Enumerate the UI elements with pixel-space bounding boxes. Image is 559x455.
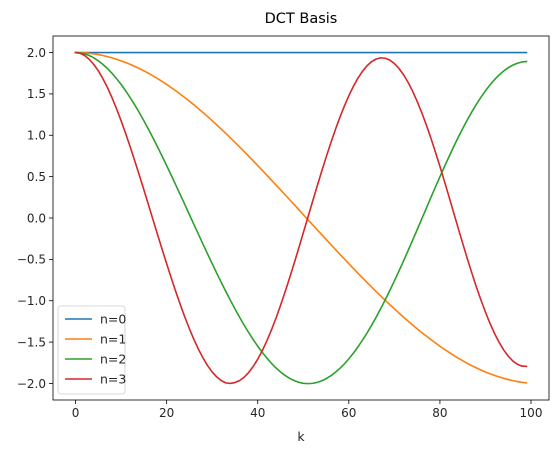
- x-tick-label: 0: [72, 406, 80, 420]
- y-tick-label: −1.5: [17, 335, 46, 349]
- x-tick-label: 20: [159, 406, 174, 420]
- x-tick-label: 40: [250, 406, 265, 420]
- x-tick-label: 100: [520, 406, 543, 420]
- y-tick-label: −2.0: [17, 377, 46, 391]
- legend-label: n=2: [100, 352, 126, 367]
- y-tick-label: 1.5: [27, 87, 46, 101]
- legend-label: n=0: [100, 312, 126, 327]
- chart-title: DCT Basis: [265, 11, 338, 27]
- x-tick-label: 60: [341, 406, 356, 420]
- y-tick-label: 2.0: [27, 46, 46, 60]
- series-line-n-1: [74, 51, 528, 384]
- y-tick-label: 0.0: [27, 211, 46, 225]
- x-tick-label: 80: [432, 406, 447, 420]
- y-tick-label: −0.5: [17, 253, 46, 267]
- y-tick-label: 0.5: [27, 170, 46, 184]
- series-line-n-2: [74, 51, 528, 385]
- series-line-n-3: [74, 51, 528, 385]
- legend-label: n=3: [100, 372, 126, 387]
- y-tick-label: 1.0: [27, 129, 46, 143]
- y-tick-label: −1.0: [17, 294, 46, 308]
- x-axis-label: k: [297, 429, 305, 444]
- legend-box: [57, 305, 126, 395]
- legend-label: n=1: [100, 332, 126, 347]
